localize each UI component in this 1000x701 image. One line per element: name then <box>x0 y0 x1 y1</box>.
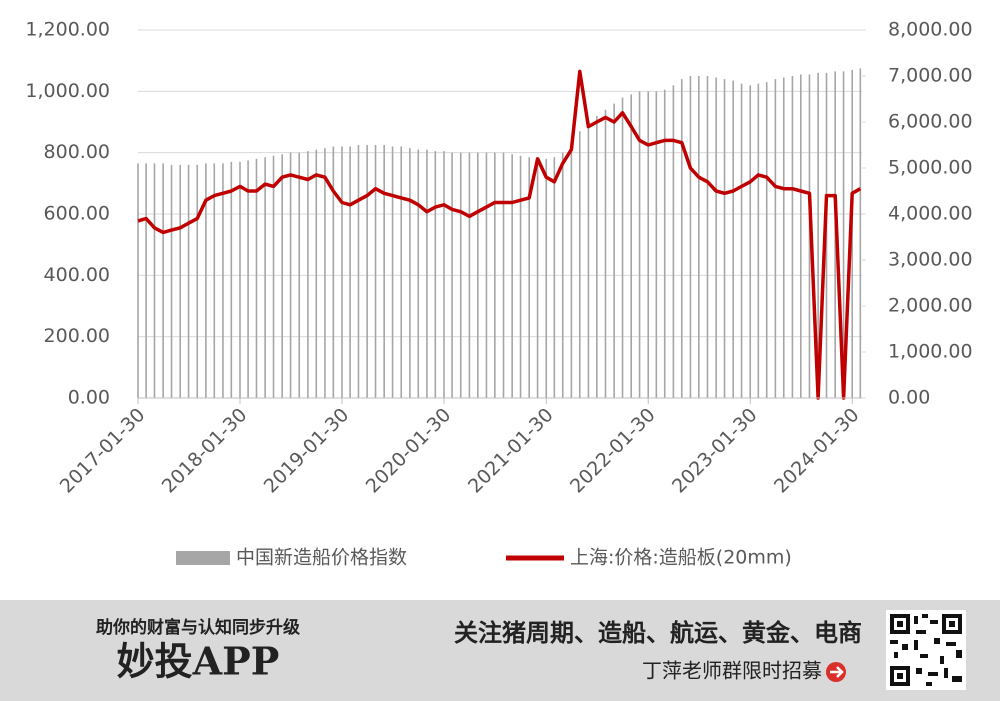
banner-topics: 关注猪周期、造船、航运、黄金、电商 <box>454 619 862 647</box>
line <box>137 69 862 400</box>
y-tick-label: 1,000.00 <box>25 80 110 102</box>
banner-brand: 妙投APP <box>117 639 280 684</box>
legend-swatch <box>176 551 230 565</box>
y2-tick-label: 8,000.00 <box>888 19 973 41</box>
legend-label: 上海:价格:造船板(20mm) <box>570 547 792 569</box>
legend-label: 中国新造船价格指数 <box>236 547 407 569</box>
cta-arrow <box>830 666 844 678</box>
y-tick-label: 600.00 <box>44 203 110 225</box>
y-tick-label: 400.00 <box>44 264 110 286</box>
y-tick-label: 0.00 <box>68 387 110 409</box>
y-tick-label: 200.00 <box>44 325 110 347</box>
banner: 助你的财富与认知同步升级 妙投APP 关注猪周期、造船、航运、黄金、电商 丁萍老… <box>96 610 966 690</box>
chart-background <box>0 0 1000 600</box>
banner-slogan: 助你的财富与认知同步升级 <box>96 617 300 638</box>
qr-pattern <box>890 614 962 686</box>
banner-cta[interactable]: 丁萍老师群限时招募 <box>642 659 822 683</box>
y2-tick-label: 4,000.00 <box>888 203 973 225</box>
y2-tick-label: 3,000.00 <box>888 249 973 271</box>
y2-tick-label: 6,000.00 <box>888 111 973 133</box>
y-tick-label: 1,200.00 <box>25 19 110 41</box>
y2-tick-label: 7,000.00 <box>888 65 973 87</box>
y2-tick-label: 0.00 <box>888 387 930 409</box>
banner-background <box>0 600 1000 701</box>
y2-tick-label: 2,000.00 <box>888 295 973 317</box>
y2-tick-label: 5,000.00 <box>888 157 973 179</box>
y-tick-label: 800.00 <box>44 141 110 163</box>
y2-tick-label: 1,000.00 <box>888 341 973 363</box>
